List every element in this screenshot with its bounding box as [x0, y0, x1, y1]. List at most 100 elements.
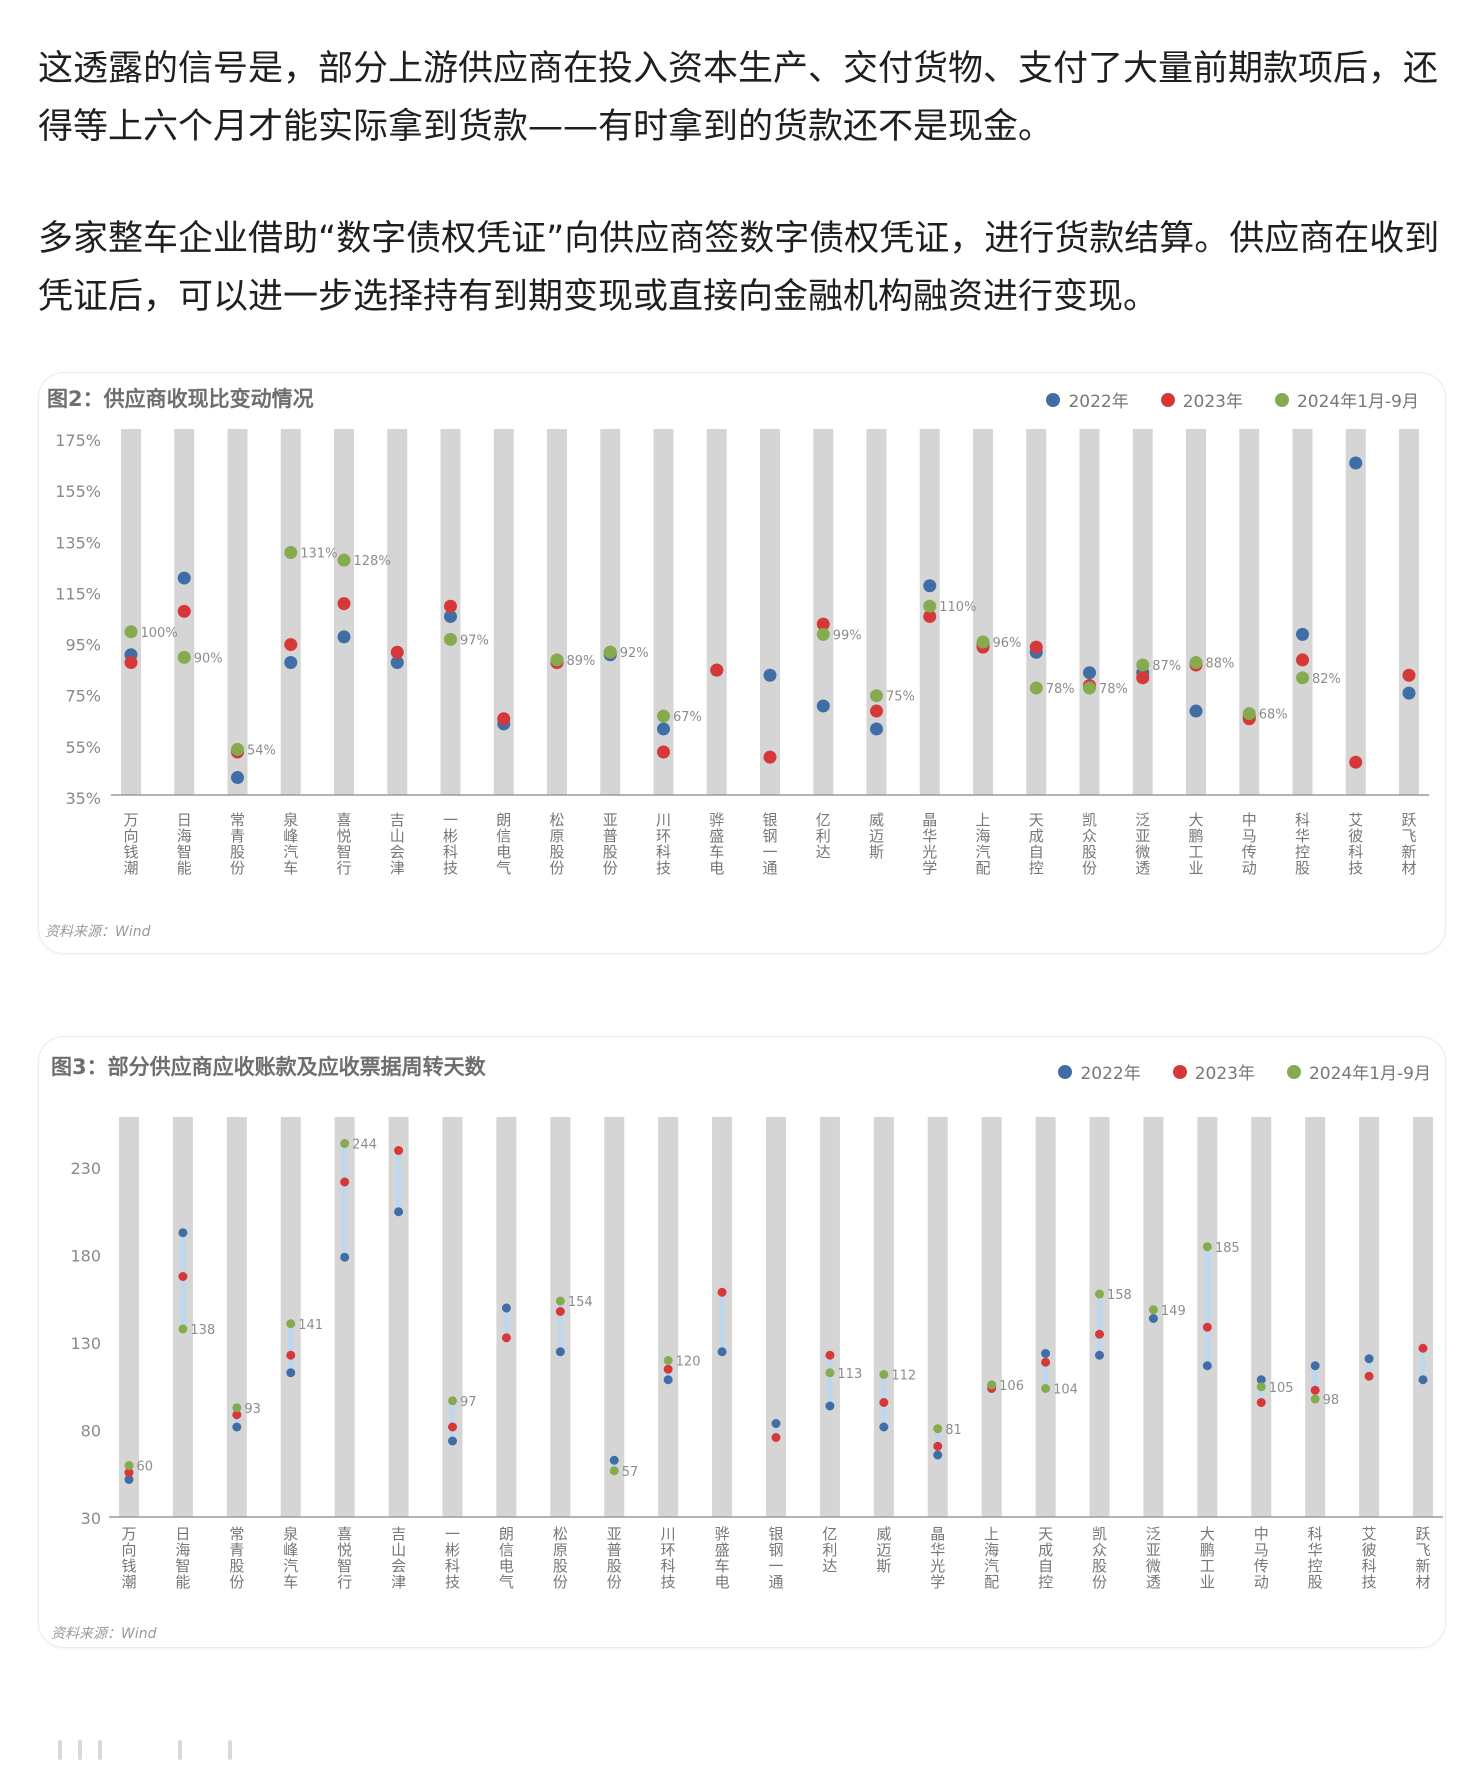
point-2022 [870, 722, 883, 736]
point-2023 [497, 712, 511, 726]
point-2023 [177, 604, 191, 618]
x-tick-label: 骅盛车电 [709, 811, 724, 877]
point-2023 [394, 1146, 404, 1155]
category-column [334, 429, 354, 795]
category-column [280, 1117, 301, 1517]
point-2023 [1418, 1343, 1428, 1353]
point-2022 [177, 571, 191, 585]
data-label: 57 [622, 1465, 639, 1480]
point-2022 [124, 1475, 134, 1484]
x-tick-label: 银钢一通 [762, 811, 777, 877]
category-column [600, 429, 621, 795]
chart-source: 资料来源：Wind [51, 1626, 157, 1642]
data-label: 98 [1323, 1393, 1340, 1408]
x-tick-label: 常青股份 [229, 1525, 244, 1591]
point-2024 [286, 1319, 296, 1329]
point-2023 [657, 745, 670, 759]
category-column [1345, 429, 1366, 795]
point-2024 [555, 1296, 565, 1306]
category-column [706, 429, 727, 795]
data-label: 54% [247, 743, 276, 758]
category-column [819, 1117, 840, 1517]
x-tick-label: 朗信电气 [499, 1525, 514, 1591]
point-2023 [879, 1398, 889, 1407]
legend-item-2022: 2022年 [1058, 1059, 1141, 1084]
point-2024 [923, 599, 937, 613]
data-label: 68% [1259, 708, 1288, 723]
x-tick-label: 日海智能 [177, 811, 192, 877]
point-2023 [771, 1433, 781, 1442]
x-tick-label: 大鹏工业 [1200, 1525, 1215, 1591]
category-column [388, 1117, 409, 1517]
point-2024 [178, 1324, 188, 1334]
point-2022 [340, 1252, 350, 1262]
point-2024 [337, 553, 351, 567]
point-2022 [286, 1368, 296, 1378]
category-column [766, 1117, 786, 1517]
x-tick-label: 日海智能 [175, 1525, 190, 1591]
data-label: 128% [354, 554, 391, 569]
range-line [1420, 1348, 1426, 1380]
x-tick-label: 亚普股份 [603, 811, 618, 877]
point-2024 [933, 1424, 943, 1434]
x-tick-label: 上海汽配 [975, 811, 990, 877]
data-label: 105 [1269, 1381, 1294, 1396]
chart-plot-turnover-days: 230 180 130 80 30 60 138 93 141 244 97 154 57 120 113 1… [70, 1117, 1443, 1591]
data-label: 92% [620, 646, 649, 661]
data-label: 149 [1161, 1304, 1186, 1319]
category-column [1399, 429, 1419, 795]
y-tick-label: 175% [55, 431, 101, 450]
category-column [226, 1117, 247, 1517]
range-line [342, 1143, 348, 1258]
category-column [1292, 429, 1313, 795]
legend-item-2023: 2023年 [1160, 387, 1243, 412]
point-2023 [501, 1333, 511, 1343]
category-column [927, 1117, 948, 1517]
range-line [719, 1292, 725, 1352]
range-line [1097, 1294, 1102, 1356]
x-tick-label: 凯众股份 [1082, 811, 1097, 877]
legend-item-2022: 2022年 [1046, 387, 1129, 412]
chart-card-turnover-days: 图3：部分供应商应收账款及应收票据周转天数 2022年 2023年 2024年1… [38, 1036, 1446, 1648]
range-line [1366, 1358, 1372, 1377]
point-2022 [1296, 627, 1309, 641]
point-2022 [1083, 666, 1096, 680]
point-2022 [879, 1422, 889, 1432]
x-tick-label: 亿利达 [822, 1525, 837, 1575]
point-2022 [1364, 1354, 1374, 1364]
point-2024 [609, 1466, 619, 1476]
x-tick-label: 万向钱潮 [121, 1525, 136, 1591]
point-2023 [717, 1287, 727, 1297]
chart-card-cash-ratio: 图2：供应商收现比变动情况 2022年 2023年 2024年1月-9月 175… [38, 372, 1446, 954]
category-column [604, 1117, 625, 1517]
point-2022 [337, 630, 351, 644]
x-tick-label: 一彬科技 [443, 811, 458, 877]
point-2023 [1029, 640, 1043, 654]
point-2024 [1202, 1242, 1212, 1252]
point-2022 [448, 1436, 457, 1446]
x-tick-label: 天成自控 [1029, 811, 1044, 877]
data-label: 141 [298, 1318, 323, 1333]
data-label: 96% [993, 636, 1022, 651]
y-tick-label: 130 [70, 1334, 101, 1353]
point-2022 [178, 1228, 188, 1238]
category-column [1305, 1117, 1326, 1517]
point-2023 [1095, 1329, 1104, 1339]
point-2022 [717, 1347, 727, 1357]
point-2022 [284, 655, 298, 669]
point-2022 [1418, 1375, 1428, 1385]
y-tick-label: 180 [70, 1247, 101, 1266]
point-2023 [816, 617, 830, 631]
x-tick-label: 一彬科技 [445, 1525, 460, 1591]
x-tick-label: 跃飞新材 [1415, 1525, 1430, 1591]
point-2024 [1242, 707, 1256, 721]
x-tick-label: 骅盛车电 [715, 1525, 730, 1591]
point-2022 [444, 609, 457, 623]
point-2022 [1256, 1375, 1266, 1385]
x-tick-label: 银钢一通 [768, 1525, 783, 1591]
x-tick-label: 艾彼科技 [1348, 811, 1363, 877]
point-2023 [444, 599, 457, 613]
legend-dot-icon [1058, 1064, 1073, 1079]
point-2024 [976, 635, 990, 649]
category-column [387, 429, 408, 795]
